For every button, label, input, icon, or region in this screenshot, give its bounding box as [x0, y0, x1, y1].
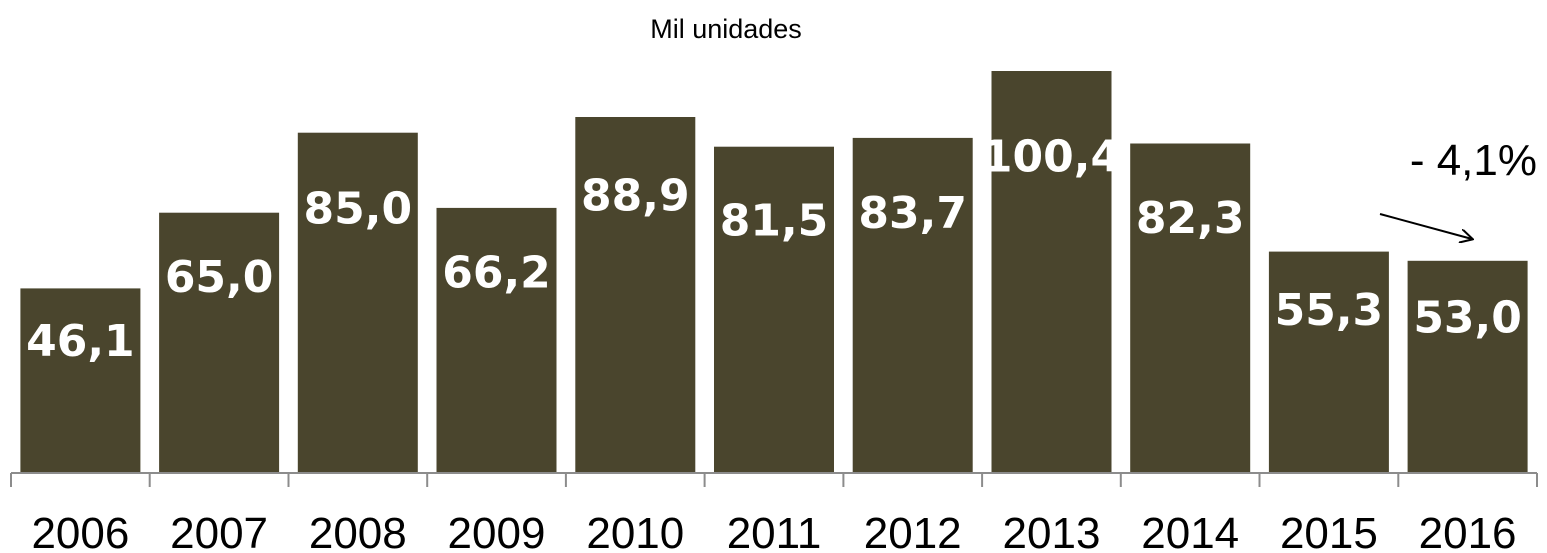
bar-value-label-2007: 65,0	[165, 252, 274, 303]
x-tick-label-2016: 2016	[1419, 509, 1517, 553]
bar-value-label-2012: 83,7	[858, 188, 967, 239]
x-tick-label-2009: 2009	[448, 509, 546, 553]
x-tick-label-2011: 2011	[727, 509, 822, 553]
bar-2014	[1130, 143, 1251, 473]
change-annotation: - 4,1%	[1379, 136, 1537, 239]
bar-2015	[1268, 251, 1389, 473]
bar-value-label-2011: 81,5	[720, 196, 829, 247]
x-tick-label-2007: 2007	[170, 509, 268, 553]
bar-2009	[436, 207, 557, 473]
bar-value-label-2015: 55,3	[1275, 285, 1384, 336]
bar-2008	[297, 132, 418, 473]
bar-2010	[575, 117, 696, 473]
chart-title: Mil unidades	[650, 14, 802, 44]
bar-2012	[852, 137, 973, 473]
bar-2006	[20, 288, 141, 473]
x-tick-label-2008: 2008	[309, 509, 407, 553]
bar-value-label-2006: 46,1	[26, 316, 135, 367]
x-tick-label-2014: 2014	[1141, 509, 1239, 553]
x-axis-ticks	[10, 473, 1538, 487]
trend-arrow	[1379, 213, 1472, 239]
bar-value-label-2016: 53,0	[1413, 293, 1522, 344]
bar-value-label-2014: 82,3	[1136, 193, 1245, 244]
x-tick-label-2006: 2006	[31, 509, 129, 553]
bar-value-label-2013: 100,4	[982, 131, 1121, 182]
bar-labels-group: 46,1 65,0 85,0 66,2 88,9 81,5 83,7 100,4 82,3 55,…	[26, 131, 1522, 367]
bar-2007	[159, 212, 280, 473]
bar-value-label-2010: 88,9	[581, 170, 690, 221]
x-axis-tick-labels: 2006 2007 2008 2009 2010 2011 2012 2013 2014 2015…	[31, 509, 1516, 553]
bars-group	[20, 71, 1528, 473]
bar-value-label-2009: 66,2	[442, 248, 551, 299]
x-tick-label-2013: 2013	[1003, 509, 1101, 553]
x-tick-label-2010: 2010	[586, 509, 684, 553]
bar-2011	[714, 146, 834, 473]
x-tick-label-2012: 2012	[864, 509, 962, 553]
change-percent-label: - 4,1%	[1410, 136, 1537, 185]
bar-2016	[1407, 260, 1528, 473]
bar-2013	[991, 71, 1112, 473]
bar-value-label-2008: 85,0	[304, 184, 413, 235]
x-tick-label-2015: 2015	[1280, 509, 1378, 553]
